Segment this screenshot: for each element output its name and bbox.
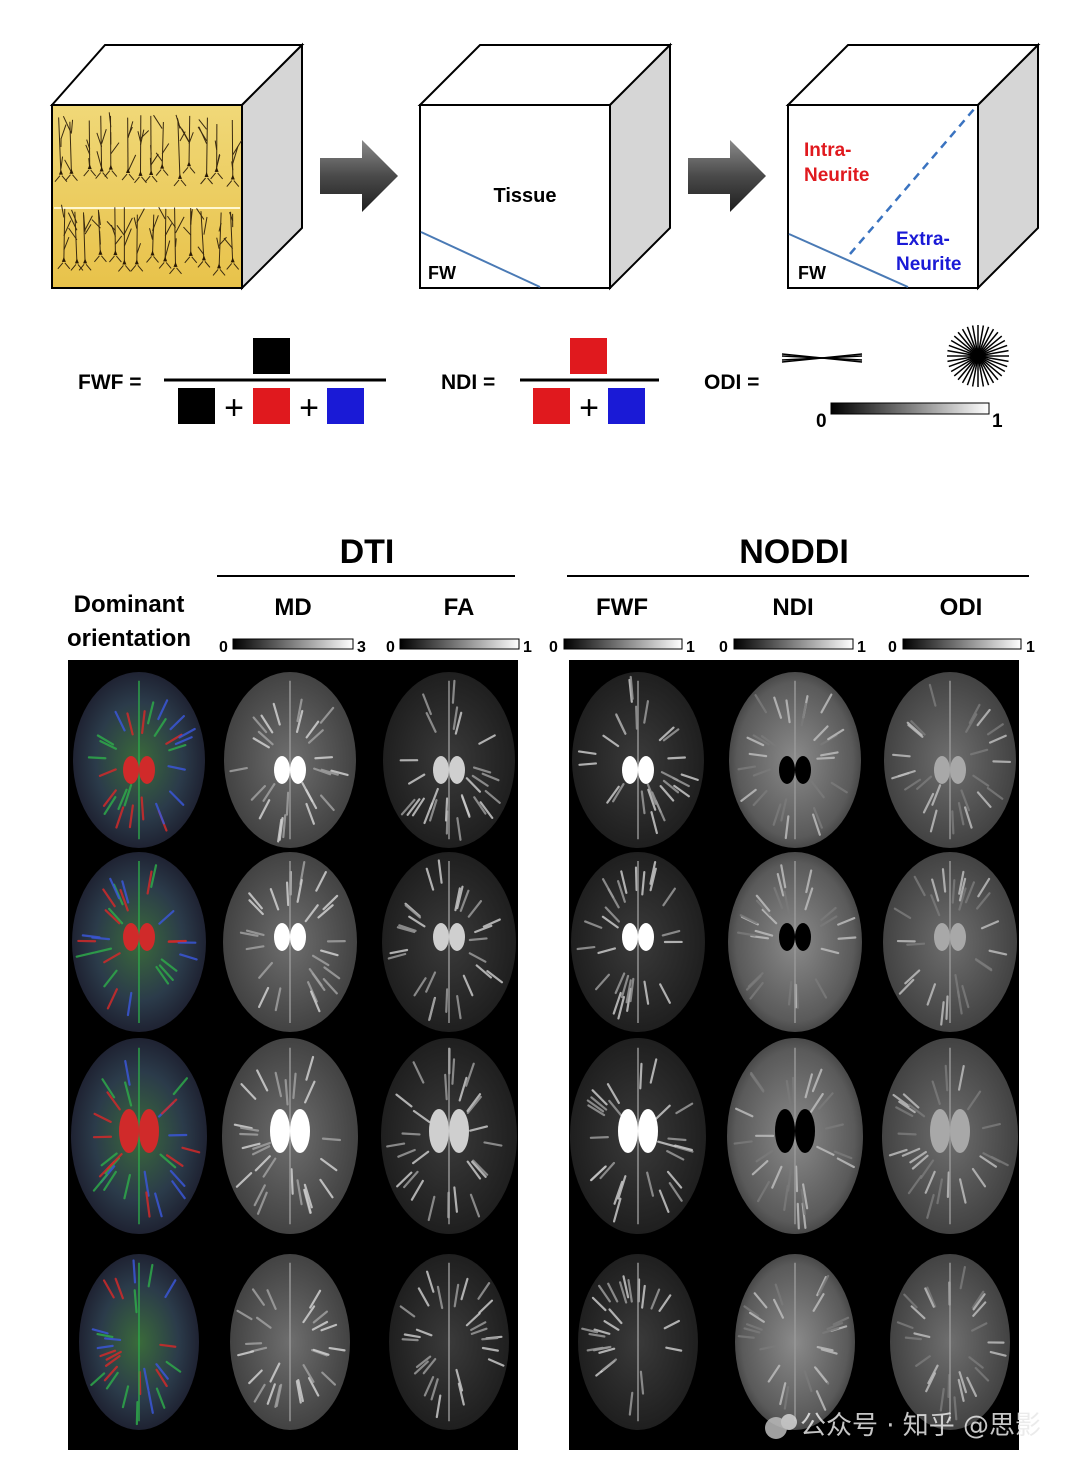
odi-map-scale-max: 1 xyxy=(1026,639,1035,656)
row-label-dominant: Dominant xyxy=(74,591,185,618)
brain-slice xyxy=(882,1038,1018,1234)
cube-histology xyxy=(49,42,305,291)
intra-neurite-label: Neurite xyxy=(804,165,869,186)
ndi-colorbar xyxy=(733,638,854,650)
odi-scale-max: 1 xyxy=(992,411,1003,432)
fwf-scale-max: 1 xyxy=(686,639,695,656)
arrow-right-icon xyxy=(688,140,766,212)
fwf-formula-name: FWF = xyxy=(78,371,142,394)
dashed-boundary xyxy=(849,107,976,255)
odi-formula-name: ODI = xyxy=(704,371,759,394)
ndi-scale-max: 1 xyxy=(857,639,866,656)
extra-square xyxy=(327,388,364,424)
column-title-md: MD xyxy=(274,594,311,621)
brain-slice xyxy=(570,1038,706,1234)
column-title-odi: ODI xyxy=(940,594,983,621)
dispersed-fibers-icon xyxy=(947,325,1009,387)
brain-slice xyxy=(382,852,516,1032)
fw-label: FW xyxy=(798,263,826,283)
brain-slice xyxy=(578,1254,698,1430)
tissue-label: Tissue xyxy=(494,185,557,207)
md-scale-min: 0 xyxy=(219,639,228,656)
md-colorbar xyxy=(232,638,354,650)
brain-slice xyxy=(224,672,356,848)
brain-slice xyxy=(383,672,515,848)
extra-neurite-label: Extra- xyxy=(896,229,950,250)
ndi-formula-name: NDI = xyxy=(441,371,495,394)
brain-slices xyxy=(71,672,1018,1430)
brain-slice xyxy=(222,1038,358,1234)
brain-slice xyxy=(389,1254,509,1430)
brain-slice xyxy=(223,852,357,1032)
column-title-ndi: NDI xyxy=(772,594,813,621)
brain-slice xyxy=(729,672,861,848)
fw-label: FW xyxy=(428,263,456,283)
intra-neurite-label: Intra- xyxy=(804,140,852,161)
fwf-colorbar xyxy=(563,638,683,650)
cube-tissue: Tissue FW xyxy=(417,42,673,291)
brain-slice xyxy=(890,1254,1010,1430)
brain-slice xyxy=(72,852,206,1032)
brain-slice xyxy=(884,672,1016,848)
group-title-dti: DTI xyxy=(340,533,395,571)
brain-slice xyxy=(79,1254,199,1430)
fa-scale-max: 1 xyxy=(523,639,532,656)
fa-colorbar xyxy=(399,638,520,650)
intra-square xyxy=(570,338,607,374)
ndi-scale-min: 0 xyxy=(719,639,728,656)
map-headers: DTI NODDI Dominant orientation MD 0 3 FA… xyxy=(67,533,1035,656)
md-scale-max: 3 xyxy=(357,639,366,656)
odi-scale-min: 0 xyxy=(816,411,827,432)
plus-sign: + xyxy=(224,389,244,427)
fwf-scale-min: 0 xyxy=(549,639,558,656)
extra-neurite-label: Neurite xyxy=(896,254,961,275)
odi-map-scale-min: 0 xyxy=(888,639,897,656)
cube-compartments: Intra- Neurite Extra- Neurite FW xyxy=(785,42,1041,291)
brain-slice xyxy=(727,1038,863,1234)
brain-slice xyxy=(572,672,704,848)
arrow-right-icon xyxy=(320,140,398,212)
brain-slice xyxy=(230,1254,350,1430)
extra-square xyxy=(608,388,645,424)
row-label-orientation: orientation xyxy=(67,625,191,652)
formula-fwf: FWF = + + xyxy=(78,338,386,427)
fa-scale-min: 0 xyxy=(386,639,395,656)
odi-colorbar xyxy=(830,402,990,415)
column-title-fa: FA xyxy=(444,594,475,621)
brain-slice xyxy=(571,852,705,1032)
watermark-text: 公众号 · 知乎 @思影 xyxy=(800,1411,1041,1441)
watermark: 公众号 · 知乎 @思影 xyxy=(765,1411,1041,1441)
group-title-noddi: NODDI xyxy=(739,533,849,571)
brain-slice xyxy=(728,852,862,1032)
brain-slice xyxy=(735,1254,855,1430)
column-title-fwf: FWF xyxy=(596,594,648,621)
intra-square xyxy=(533,388,570,424)
formula-odi: ODI = 0 1 xyxy=(704,325,1009,432)
brain-slice xyxy=(381,1038,517,1234)
aligned-fibers-icon xyxy=(781,353,863,363)
odi-map-colorbar xyxy=(902,638,1022,650)
brain-slice xyxy=(71,1038,207,1234)
formula-ndi: NDI = + xyxy=(441,338,659,427)
neuron-texture xyxy=(54,112,243,276)
intra-square xyxy=(253,388,290,424)
brain-slice xyxy=(883,852,1017,1032)
plus-sign: + xyxy=(579,389,599,427)
fw-square xyxy=(178,388,215,424)
brain-slice xyxy=(73,672,205,848)
fw-square xyxy=(253,338,290,374)
plus-sign: + xyxy=(299,389,319,427)
